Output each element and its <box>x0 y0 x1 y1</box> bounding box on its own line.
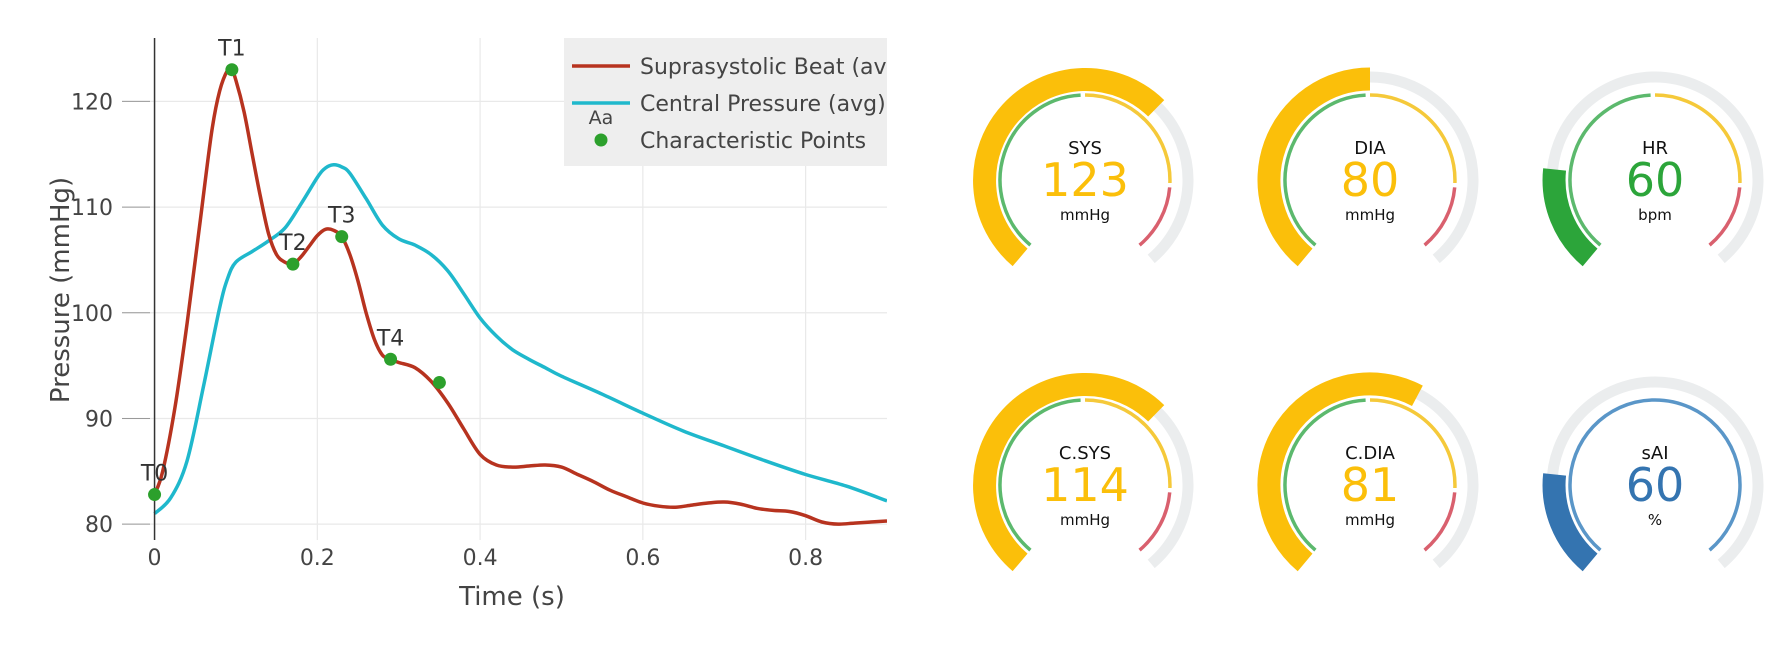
x-tick-label: 0.4 <box>463 546 498 571</box>
legend-item-suprasystolic[interactable]: Suprasystolic Beat (av <box>572 55 887 80</box>
gauge-band-normal <box>998 93 1081 247</box>
characteristic-point <box>286 257 300 271</box>
gauge-band-elevated <box>1084 398 1172 489</box>
series-lines <box>152 65 887 526</box>
characteristic-point <box>384 352 398 366</box>
characteristic-point <box>432 376 446 390</box>
gauge-label: C.DIA <box>1345 443 1395 464</box>
legend-annotation-icon: Aa <box>589 107 614 129</box>
gauge-value: 123 <box>1041 153 1129 207</box>
gauge-unit: bpm <box>1638 206 1672 224</box>
gauge-value-arc <box>1542 168 1598 267</box>
gauge-unit: % <box>1648 511 1662 529</box>
gauge-value: 80 <box>1341 153 1400 207</box>
legend-label: Central Pressure (avg) <box>640 92 886 117</box>
gauge-value: 60 <box>1626 458 1685 512</box>
x-tick-label: 0 <box>148 546 162 571</box>
gauge-value-arc <box>1542 473 1598 572</box>
gauge-band-elevated <box>1369 398 1457 489</box>
gauge-value: 114 <box>1041 458 1129 512</box>
gauge-value-arc <box>973 68 1165 267</box>
y-tick-label: 120 <box>71 90 113 115</box>
gauge-unit: mmHg <box>1060 206 1110 224</box>
gauge-value-arc <box>1257 67 1371 267</box>
gauge-band-normal <box>1283 93 1366 247</box>
gauge-band-normal <box>1283 398 1366 552</box>
gauge-band-normal <box>1568 93 1651 247</box>
point-label: T2 <box>278 231 306 256</box>
point-label: T4 <box>376 326 404 351</box>
y-tick-label: 90 <box>85 407 113 432</box>
characteristic-point <box>148 488 162 502</box>
gauge-unit: mmHg <box>1060 511 1110 529</box>
gauge-unit: mmHg <box>1345 206 1395 224</box>
gauge-label: DIA <box>1354 138 1386 159</box>
gauge-band <box>1568 398 1742 552</box>
gauge-band-elevated <box>1369 93 1457 184</box>
central-pressure-line <box>153 163 887 515</box>
gauge-band-high <box>1138 492 1172 552</box>
characteristic-points: T0 T1 T2 T3 T4 <box>140 37 446 502</box>
x-tick-label: 0.6 <box>625 546 660 571</box>
gauge-band-high <box>1423 492 1457 552</box>
characteristic-point <box>335 230 349 244</box>
gauge-label: C.SYS <box>1059 443 1111 464</box>
gauge-label: SYS <box>1068 138 1102 159</box>
x-tick-label: 0.8 <box>788 546 823 571</box>
axes: 0 0.2 0.4 0.6 0.8 80 90 100 110 120 <box>71 38 823 571</box>
gauge-label: sAI <box>1642 443 1669 464</box>
point-label: T1 <box>217 37 245 62</box>
gauge-unit: mmHg <box>1345 511 1395 529</box>
pressure-waveform-chart: 0 0.2 0.4 0.6 0.8 80 90 100 110 120 T0 T1 T2 T3 T4 Su… <box>46 37 894 612</box>
gauge-band-normal <box>998 398 1081 552</box>
legend-swatch <box>594 133 608 147</box>
gauge-band-high <box>1708 187 1742 247</box>
y-tick-label: 110 <box>71 196 113 221</box>
gauge-band-elevated <box>1084 93 1172 184</box>
gauge-value-arc <box>973 373 1165 572</box>
gauge-band-high <box>1423 187 1457 247</box>
suprasystolic-beat-line <box>152 65 887 526</box>
point-label: T0 <box>140 462 168 487</box>
x-tick-label: 0.2 <box>300 546 335 571</box>
legend-item-characteristic-points[interactable]: Characteristic Points <box>594 129 867 154</box>
y-tick-label: 80 <box>85 513 113 538</box>
gauge-band-elevated <box>1654 93 1742 184</box>
legend-item-central-pressure[interactable]: Central Pressure (avg) <box>572 92 886 117</box>
point-label: T3 <box>327 204 355 229</box>
characteristic-point <box>225 63 239 77</box>
gauge-value: 60 <box>1626 153 1685 207</box>
y-axis-title: Pressure (mmHg) <box>46 177 76 403</box>
gauge-label: HR <box>1642 138 1668 159</box>
legend-label: Characteristic Points <box>640 129 866 154</box>
gauge-band-high <box>1138 187 1172 247</box>
y-tick-label: 100 <box>71 302 113 327</box>
gauge-value-arc <box>1257 372 1423 572</box>
legend[interactable]: Suprasystolic Beat (av Central Pressure (… <box>564 38 894 166</box>
x-axis-title: Time (s) <box>458 582 565 612</box>
legend-label: Suprasystolic Beat (av <box>640 55 887 80</box>
gauge-value: 81 <box>1341 458 1400 512</box>
